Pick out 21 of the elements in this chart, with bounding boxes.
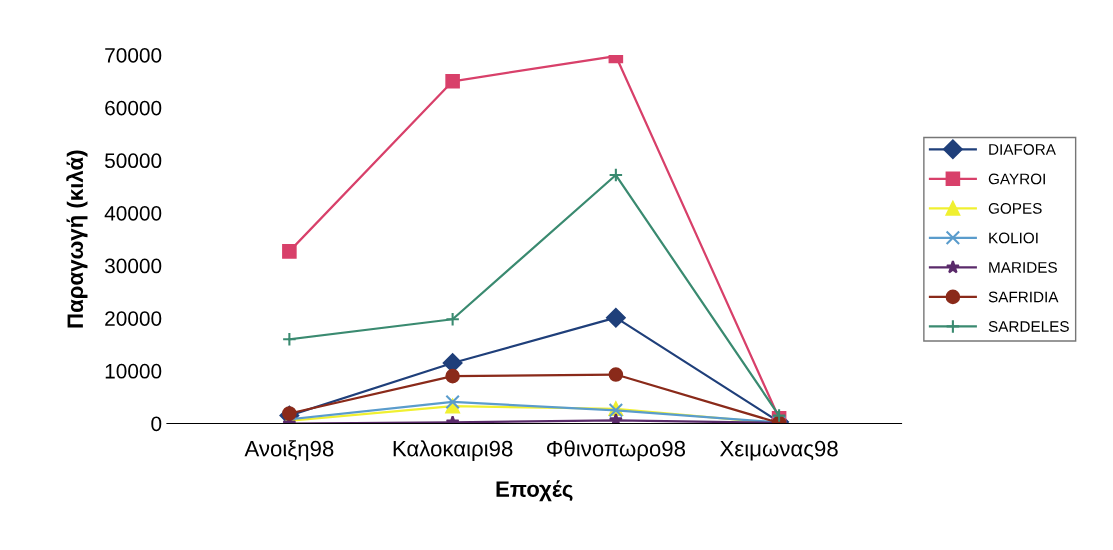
legend-label: KOLIOI bbox=[989, 232, 1038, 244]
x-tick-label: Ανοιξη98 bbox=[244, 440, 334, 461]
y-tick-label: 40000 bbox=[104, 205, 162, 221]
y-tick-label: 60000 bbox=[105, 100, 162, 116]
y-tick-label: 0 bbox=[151, 416, 162, 432]
legend-label: MARIDES bbox=[989, 262, 1057, 273]
y-axis-title: Παραγωγή (κιλά) bbox=[66, 150, 88, 328]
legend-label: DIAFORA bbox=[989, 143, 1056, 155]
x-tick-label: Χειμωνας98 bbox=[720, 440, 838, 461]
legend-label: SAFRIDIA bbox=[988, 291, 1059, 303]
legend-label: GOPES bbox=[988, 203, 1042, 214]
legend-label: SARDELES bbox=[988, 321, 1069, 332]
x-tick-label: Καλοκαιρι98 bbox=[393, 440, 513, 461]
y-tick-label: 30000 bbox=[104, 258, 162, 274]
x-axis-title: Εποχές bbox=[496, 480, 573, 502]
y-tick-label: 50000 bbox=[105, 153, 162, 169]
y-tick-label: 70000 bbox=[105, 48, 162, 63]
y-tick-label: 10000 bbox=[105, 363, 162, 379]
x-tick-label: Φθινοπωρο98 bbox=[546, 440, 686, 461]
legend-label: GAYROI bbox=[988, 173, 1045, 185]
y-tick-label: 20000 bbox=[105, 311, 162, 326]
